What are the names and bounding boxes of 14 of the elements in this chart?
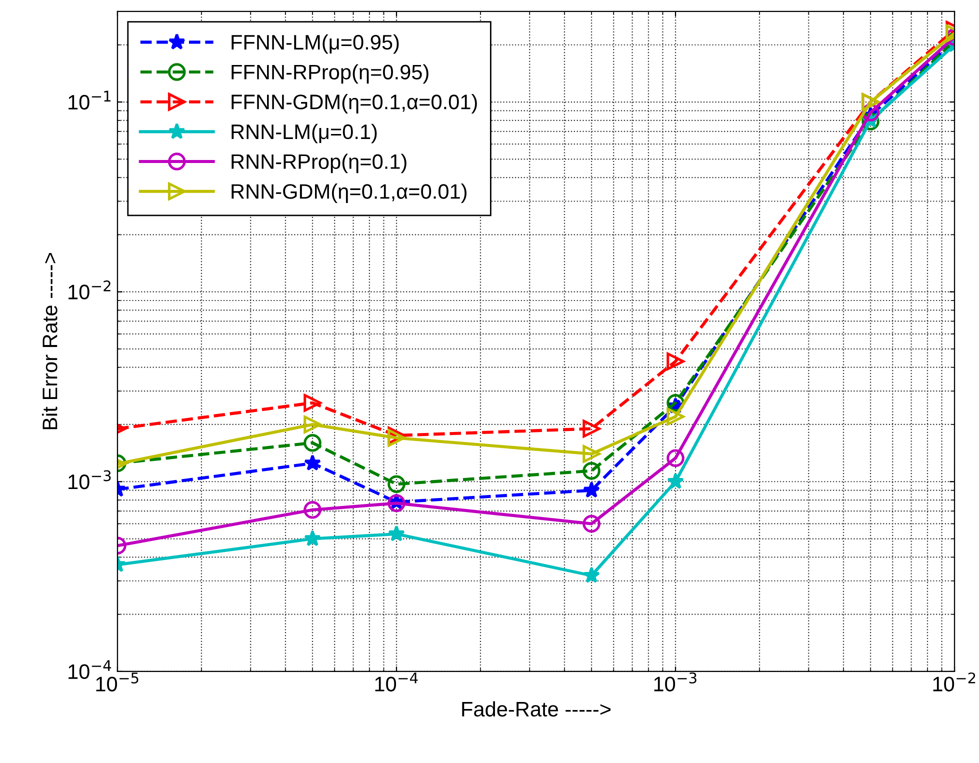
y-tick-label: 10$^{−1}$	[68, 90, 111, 110]
legend-label: FFNN-GDM(η=0.1,α=0.01)	[232, 94, 477, 114]
y-tick-label: 10$^{−3}$	[68, 470, 111, 490]
legend-label: FFNN-RProp(η=0.95)	[232, 64, 428, 84]
legend-label: RNN-LM(μ=0.1)	[232, 124, 377, 144]
y-axis-title: Bit Error Rate ----->	[42, 253, 58, 430]
x-tick-label: 10$^{−2}$	[933, 672, 976, 692]
legend-label: FFNN-LM(μ=0.95)	[232, 34, 399, 54]
x-axis-title: Fade-Rate ----->	[462, 701, 611, 717]
y-tick-label: 10$^{−2}$	[68, 280, 110, 300]
x-tick-label: 10$^{−3}$	[654, 672, 696, 692]
legend-label: RNN-GDM(η=0.1,α=0.01)	[232, 184, 466, 203]
x-tick-label: 10$^{−4}$	[375, 672, 418, 692]
legend-label: RNN-RProp(η=0.1)	[232, 154, 406, 174]
